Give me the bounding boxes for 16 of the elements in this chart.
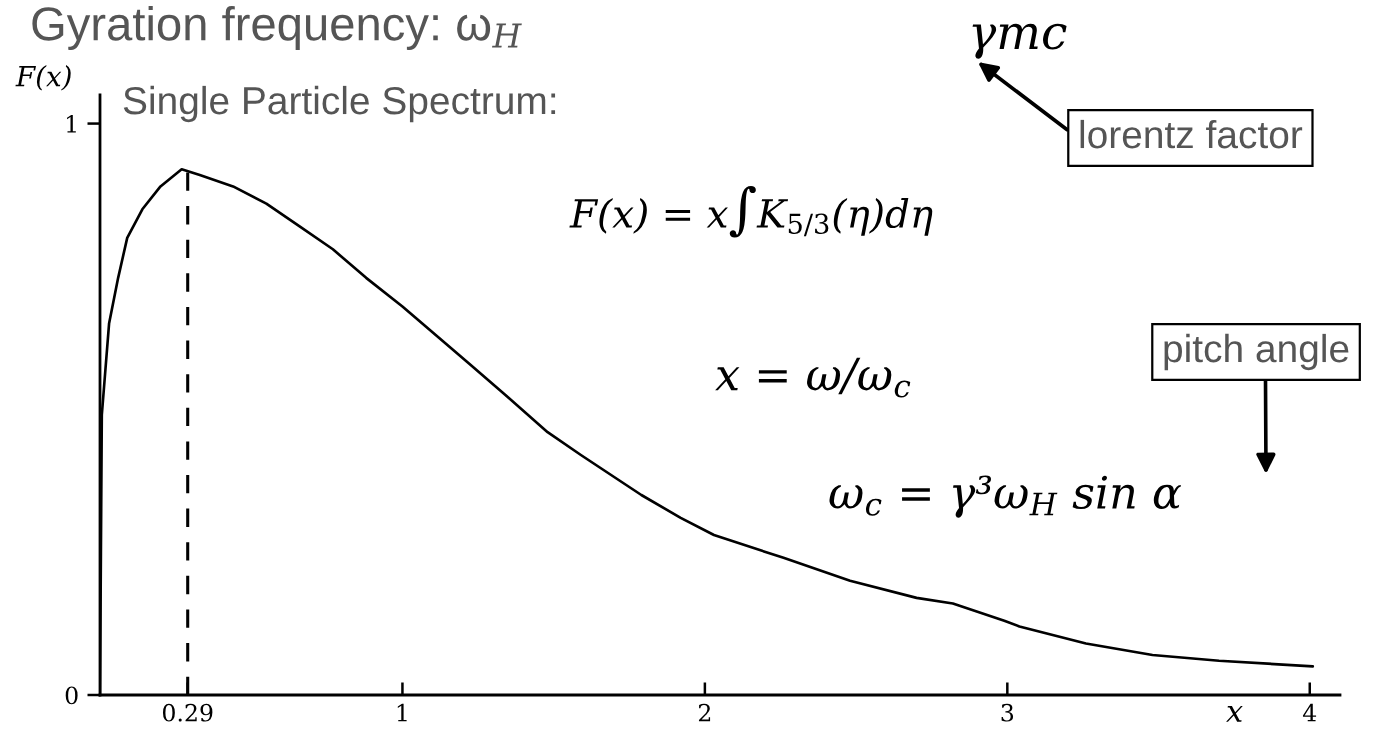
x-tick-label: 1 [397,703,407,722]
annotation: ω$_{c}$ = γ³ω$_{H}$ sin α [829,475,1182,518]
annotation: pitch angle [1164,333,1349,371]
x-axis-title: x [1226,705,1243,722]
annotation: x = ω/ω$_{c}$ [715,357,911,398]
y-axis-title: F(x) [15,65,71,91]
x-tick-label: 0.29 [162,703,213,722]
chart-title: Gyration frequency: ω$_{H}$ [32,6,522,51]
x-tick-label: 2 [698,703,711,722]
y-tick-label: 0 [65,686,78,705]
text: γmc [972,23,1067,59]
annotation: F(x) = x∫K$_{5/3}$(η)dη [569,185,933,238]
annotation: lorentz factor [1080,119,1303,149]
annotation: Single Particle Spectrum: [123,85,556,123]
x-tick-label: 3 [1001,703,1014,722]
x-tick-label: 4 [1302,703,1317,722]
